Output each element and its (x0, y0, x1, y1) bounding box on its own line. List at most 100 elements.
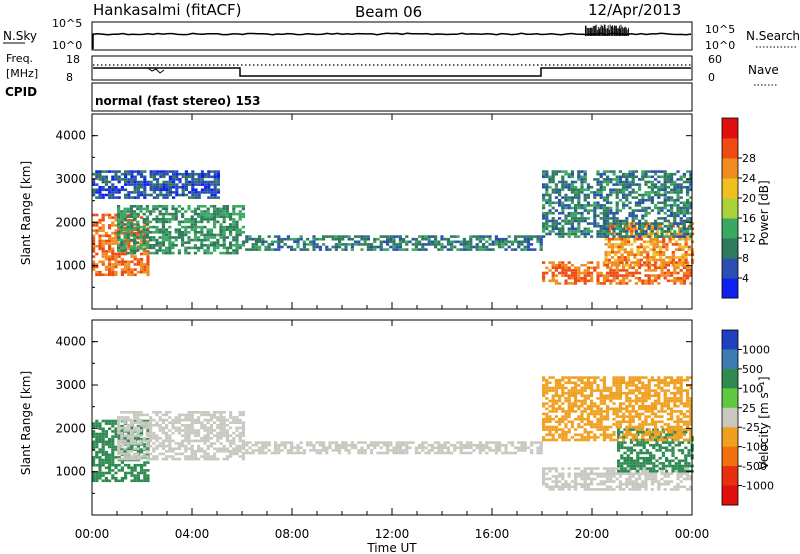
heatmap-cell (590, 230, 594, 233)
heatmap-cell (612, 230, 616, 233)
heatmap-cell (673, 217, 677, 220)
heatmap-cell (593, 404, 597, 408)
heatmap-cell (577, 230, 581, 233)
heatmap-cell (219, 251, 223, 255)
heatmap-cell (642, 248, 647, 251)
heatmap-cell (590, 482, 594, 486)
heatmap-cell (207, 191, 211, 194)
heatmap-cell (191, 185, 195, 189)
heatmap-cell (225, 434, 229, 437)
heatmap-cell (548, 185, 552, 189)
heatmap-cell (567, 235, 571, 238)
heatmap-cell (673, 485, 677, 489)
heatmap-cell (184, 251, 188, 255)
heatmap-cell (666, 269, 670, 272)
heatmap-cell (596, 404, 600, 408)
heatmap-cell (290, 248, 294, 251)
heatmap-cell (494, 449, 498, 452)
heatmap-cell (159, 175, 163, 179)
heatmap-cell (574, 410, 578, 413)
heatmap-cell (520, 443, 524, 447)
heatmap-cell (197, 225, 201, 229)
heatmap-cell (661, 464, 665, 468)
heatmap-cell (580, 219, 584, 223)
heatmap-cell (229, 434, 233, 437)
heatmap-cell (679, 191, 683, 194)
heatmap-cell (606, 271, 610, 275)
y-tick-label: 4000 (55, 129, 86, 143)
heatmap-cell (108, 466, 112, 470)
heatmap-cell (681, 467, 685, 470)
heatmap-cell (108, 257, 112, 261)
heatmap-cell (641, 170, 645, 173)
heatmap-cell (124, 231, 128, 235)
heatmap-cell (554, 477, 558, 481)
heatmap-cell (666, 271, 670, 275)
heatmap-cell (405, 449, 409, 452)
heatmap-cell (165, 236, 169, 239)
heatmap-cell (679, 230, 683, 233)
heatmap-cell (561, 389, 565, 392)
heatmap-cell (570, 170, 574, 173)
heatmap-cell (129, 411, 133, 414)
heatmap-cell (133, 439, 137, 443)
heatmap-cell (405, 451, 409, 455)
heatmap-cell (98, 474, 102, 477)
heatmap-cell (570, 386, 574, 390)
heatmap-cell (684, 462, 688, 465)
heatmap-cell (580, 433, 584, 437)
heatmap-cell (161, 418, 165, 422)
heatmap-cell (676, 183, 680, 186)
heatmap-cell (551, 222, 555, 225)
heatmap-cell (644, 193, 648, 197)
heatmap-cell (133, 476, 137, 480)
heatmap-cell (386, 240, 390, 244)
heatmap-cell (229, 233, 233, 237)
heatmap-cell (620, 456, 624, 460)
heatmap-cell (245, 237, 249, 241)
heatmap-cell (133, 421, 137, 424)
heatmap-cell (219, 244, 223, 247)
heatmap-cell (123, 236, 127, 239)
heatmap-cell (612, 170, 616, 173)
heatmap-cell (567, 428, 571, 431)
heatmap-cell (235, 236, 239, 239)
heatmap-cell (564, 425, 568, 429)
heatmap-cell (638, 198, 642, 202)
heatmap-cell (206, 444, 210, 448)
heatmap-cell (175, 188, 179, 192)
heatmap-cell (548, 219, 552, 223)
heatmap-cell (570, 219, 574, 223)
heatmap-cell (225, 225, 229, 229)
heatmap-cell (101, 435, 105, 438)
heatmap-cell (104, 180, 108, 184)
heatmap-cell (251, 443, 255, 447)
heatmap-cell (679, 211, 683, 215)
heatmap-cell (647, 185, 651, 189)
heatmap-cell (133, 241, 137, 244)
heatmap-cell (542, 204, 546, 207)
heatmap-cell (612, 271, 616, 275)
heatmap-cell (488, 446, 492, 450)
heatmap-cell (673, 276, 677, 280)
heatmap-cell (660, 477, 664, 481)
heatmap-cell (184, 231, 188, 234)
heatmap-cell (564, 433, 568, 437)
heatmap-cell (665, 232, 669, 236)
heatmap-cell (155, 439, 159, 443)
heatmap-cell (612, 467, 616, 470)
heatmap-cell (660, 206, 664, 210)
heatmap-cell (117, 431, 121, 435)
heatmap-cell (392, 446, 396, 450)
heatmap-cell (133, 244, 137, 247)
heatmap-cell (126, 457, 130, 461)
heatmap-cell (146, 252, 150, 256)
heatmap-cell (168, 246, 172, 250)
heatmap-cell (161, 241, 165, 244)
heatmap-cell (660, 266, 664, 270)
heatmap-cell (111, 450, 115, 454)
heatmap-cell (238, 450, 242, 453)
heatmap-cell (158, 246, 162, 250)
heatmap-cell (200, 170, 204, 173)
heatmap-cell (114, 213, 118, 217)
